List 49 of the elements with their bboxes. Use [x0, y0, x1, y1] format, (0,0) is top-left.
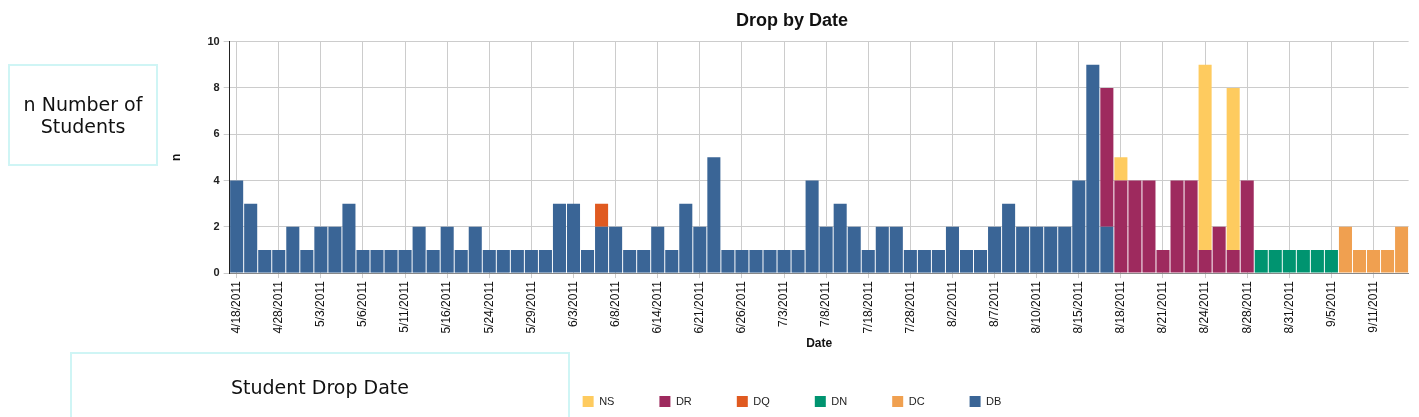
x-tick-label: 6/8/2011 — [607, 280, 622, 327]
x-tick-label: 6/26/2011 — [734, 280, 749, 334]
x-tick-label: 8/10/2011 — [1028, 280, 1043, 334]
legend-label: NS — [599, 394, 615, 407]
x-tick-label: 5/3/2011 — [313, 280, 328, 327]
legend-label: DN — [831, 394, 848, 407]
x-tick-label: 5/6/2011 — [355, 280, 370, 327]
x-tick-label: 8/18/2011 — [1113, 280, 1128, 334]
x-tick-label: 7/8/2011 — [818, 280, 833, 327]
y-tick-label: 8 — [213, 80, 220, 93]
x-tick-label: 6/3/2011 — [565, 280, 580, 327]
bar — [1114, 157, 1128, 181]
x-tick-label: 8/28/2011 — [1239, 280, 1254, 334]
x-tick-label: 7/28/2011 — [902, 280, 917, 334]
bar — [595, 203, 609, 227]
x-tick-label: 6/21/2011 — [692, 280, 707, 334]
x-tick-label: 7/18/2011 — [860, 280, 875, 334]
legend-label: DQ — [753, 394, 771, 407]
x-axis-title: Date — [806, 336, 833, 351]
y-tick-label: 6 — [213, 127, 220, 140]
x-tick-label: 8/21/2011 — [1155, 280, 1170, 334]
x-tick-label: 5/11/2011 — [397, 280, 412, 333]
x-tick-label: 7/3/2011 — [776, 280, 791, 327]
x-tick-label: 8/15/2011 — [1071, 280, 1086, 334]
x-tick-label: 8/7/2011 — [986, 280, 1001, 327]
text: Student Drop Date — [70, 352, 570, 417]
x-tick-label: 8/24/2011 — [1197, 280, 1212, 334]
x-tick-label: 8/31/2011 — [1281, 280, 1296, 334]
x-tick-label: 4/18/2011 — [228, 280, 243, 334]
text: n Number of Students — [8, 64, 158, 166]
y-tick-label: 4 — [213, 173, 221, 186]
x-tick-label: 5/29/2011 — [523, 280, 538, 334]
y-axis-title: n — [168, 153, 183, 162]
x-tick-label: 8/2/2011 — [944, 280, 959, 327]
y-tick-label: 2 — [213, 219, 220, 232]
x-tick-label: 5/16/2011 — [439, 280, 454, 334]
bar — [1198, 64, 1212, 250]
legend-label: DR — [675, 394, 692, 407]
y-tick-label: 0 — [213, 266, 220, 279]
x-tick-label: 9/11/2011 — [1365, 280, 1380, 333]
chart-title: Drop by Date — [735, 9, 849, 30]
x-tick-label: 9/5/2011 — [1323, 280, 1338, 327]
x-tick-label: 6/14/2011 — [650, 280, 665, 334]
legend-label: DC — [908, 394, 925, 407]
bar — [1226, 87, 1240, 250]
x-tick-label: 5/24/2011 — [481, 280, 496, 334]
y-tick-label: 10 — [207, 34, 220, 47]
legend-label: DB — [986, 394, 1002, 407]
x-tick-label: 4/28/2011 — [271, 280, 286, 334]
